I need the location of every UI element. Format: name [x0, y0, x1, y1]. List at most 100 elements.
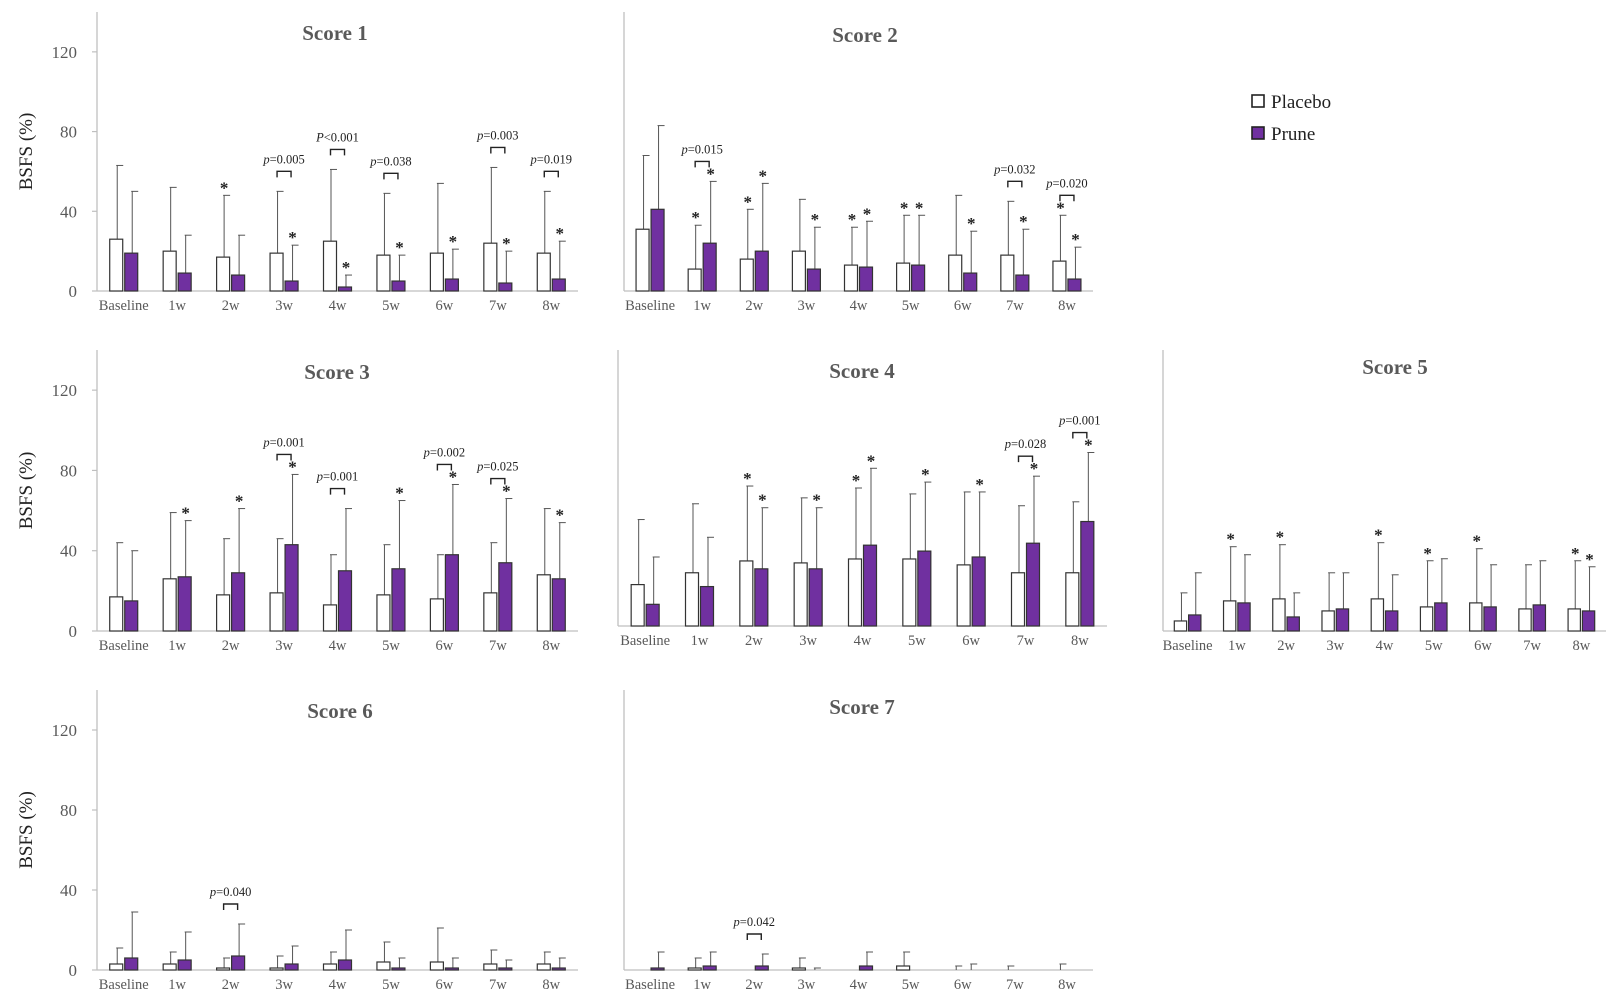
x-tick-label-8w: 8w	[1058, 298, 1076, 314]
significance-star: *	[181, 504, 190, 523]
p-value-label: p=0.015	[680, 142, 722, 156]
bar-prune-baseline	[650, 967, 665, 971]
bar-prune-6w	[444, 967, 459, 971]
p-value-label: p=0.001	[1058, 414, 1100, 428]
x-tick-label-6w: 6w	[436, 977, 454, 993]
chart-title: Score 3	[304, 360, 370, 384]
significance-bracket	[1007, 180, 1023, 188]
p-value-label: p=0.002	[423, 445, 465, 459]
significance-star: *	[1276, 528, 1285, 547]
bar-prune-3w	[1335, 608, 1350, 632]
x-tick-label-1w: 1w	[1228, 638, 1246, 654]
bar-placebo-1w	[687, 967, 702, 971]
bar-placebo-6w	[1469, 602, 1483, 632]
significance-star: *	[220, 178, 229, 197]
bar-prune-3w	[284, 544, 299, 632]
x-tick-label-4w: 4w	[329, 977, 347, 993]
bar-placebo-6w	[429, 961, 444, 971]
x-tick-label-8w: 8w	[542, 638, 560, 654]
bar-placebo-8w	[536, 574, 551, 632]
x-tick-label-1w: 1w	[168, 638, 186, 654]
bar-prune-baseline	[1188, 614, 1202, 632]
bar-placebo-1w	[162, 963, 177, 971]
y-tick-label: 0	[69, 622, 78, 641]
significance-bracket	[694, 160, 710, 168]
significance-star: *	[915, 198, 924, 217]
x-tick-label-4w: 4w	[1376, 638, 1394, 654]
bar-prune-4w	[337, 570, 353, 632]
significance-star: *	[867, 451, 876, 470]
bar-placebo-8w	[536, 963, 551, 971]
significance-star: *	[743, 469, 752, 488]
significance-star: *	[1423, 544, 1432, 563]
bar-placebo-6w	[956, 564, 971, 627]
x-tick-label-2w: 2w	[222, 977, 240, 993]
significance-star: *	[691, 208, 700, 227]
x-tick-label-4w: 4w	[854, 633, 872, 649]
y-tick-label: 120	[52, 381, 78, 400]
significance-bracket	[222, 903, 239, 910]
bar-prune-2w	[231, 955, 246, 971]
bar-prune-baseline	[124, 957, 139, 971]
chart-panel-2: Score 2 Baseline 1w 2w 3w 4w 5w 6w 7w 8w * * * * * * * * *…	[623, 12, 1093, 314]
bar-placebo-8w	[1567, 608, 1581, 632]
bar-placebo-3w	[791, 967, 806, 971]
x-tick-label-7w: 7w	[489, 298, 507, 314]
bar-prune-4w	[858, 266, 874, 292]
bar-placebo-2w	[739, 258, 754, 292]
bar-prune-8w	[1080, 520, 1095, 627]
x-tick-label-4w: 4w	[329, 638, 347, 654]
bar-prune-baseline	[645, 603, 660, 627]
bar-placebo-baseline	[109, 238, 124, 292]
legend-label-placebo: Placebo	[1271, 92, 1331, 113]
bar-prune-8w	[551, 278, 566, 292]
significance-star: *	[759, 166, 768, 185]
bar-placebo-5w	[376, 594, 391, 632]
significance-star: *	[502, 482, 511, 501]
bar-prune-2w	[754, 965, 769, 971]
bar-prune-2w	[231, 274, 246, 292]
bar-placebo-6w	[429, 598, 444, 632]
bar-prune-5w	[911, 264, 926, 292]
x-tick-label-4w: 4w	[329, 298, 347, 314]
p-value-label: p=0.028	[1004, 437, 1046, 451]
bar-prune-5w	[391, 280, 406, 292]
bar-prune-6w	[963, 272, 978, 292]
legend-swatch-placebo	[1251, 94, 1265, 108]
p-value-label: P<0.001	[315, 130, 359, 144]
p-value-label: p=0.032	[993, 162, 1035, 176]
y-tick-label: 120	[52, 43, 78, 62]
chart-title: Score 2	[832, 23, 898, 47]
bar-prune-4w	[862, 544, 878, 627]
x-tick-label-2w: 2w	[222, 298, 240, 314]
x-tick-label-7w: 7w	[489, 638, 507, 654]
y-axis-label: BSFS (%)	[16, 791, 37, 869]
bar-placebo-3w	[1321, 610, 1335, 632]
significance-bracket	[329, 148, 346, 156]
x-tick-label-8w: 8w	[1573, 638, 1591, 654]
x-tick-label-baseline: Baseline	[625, 977, 675, 993]
bar-placebo-8w	[1052, 260, 1067, 292]
bar-prune-5w	[391, 967, 406, 971]
x-tick-label-5w: 5w	[382, 638, 400, 654]
x-tick-label-5w: 5w	[908, 633, 926, 649]
bar-placebo-baseline	[109, 596, 124, 632]
bar-placebo-3w	[269, 252, 284, 292]
bar-placebo-3w	[793, 562, 808, 627]
y-tick-label: 0	[69, 961, 78, 980]
x-tick-label-5w: 5w	[902, 977, 920, 993]
bar-prune-2w	[1286, 616, 1300, 632]
bar-prune-6w	[971, 556, 986, 627]
bar-prune-7w	[498, 967, 513, 971]
bar-prune-baseline	[650, 208, 665, 292]
significance-star: *	[852, 471, 861, 490]
bar-placebo-5w	[902, 558, 917, 627]
significance-star: *	[1585, 550, 1594, 569]
y-tick-label: 80	[60, 123, 77, 142]
significance-star: *	[848, 210, 857, 229]
x-tick-label-6w: 6w	[954, 298, 972, 314]
significance-star: *	[1226, 530, 1235, 549]
x-tick-label-4w: 4w	[850, 977, 868, 993]
bar-prune-4w	[337, 286, 353, 292]
bar-placebo-4w	[843, 264, 859, 292]
